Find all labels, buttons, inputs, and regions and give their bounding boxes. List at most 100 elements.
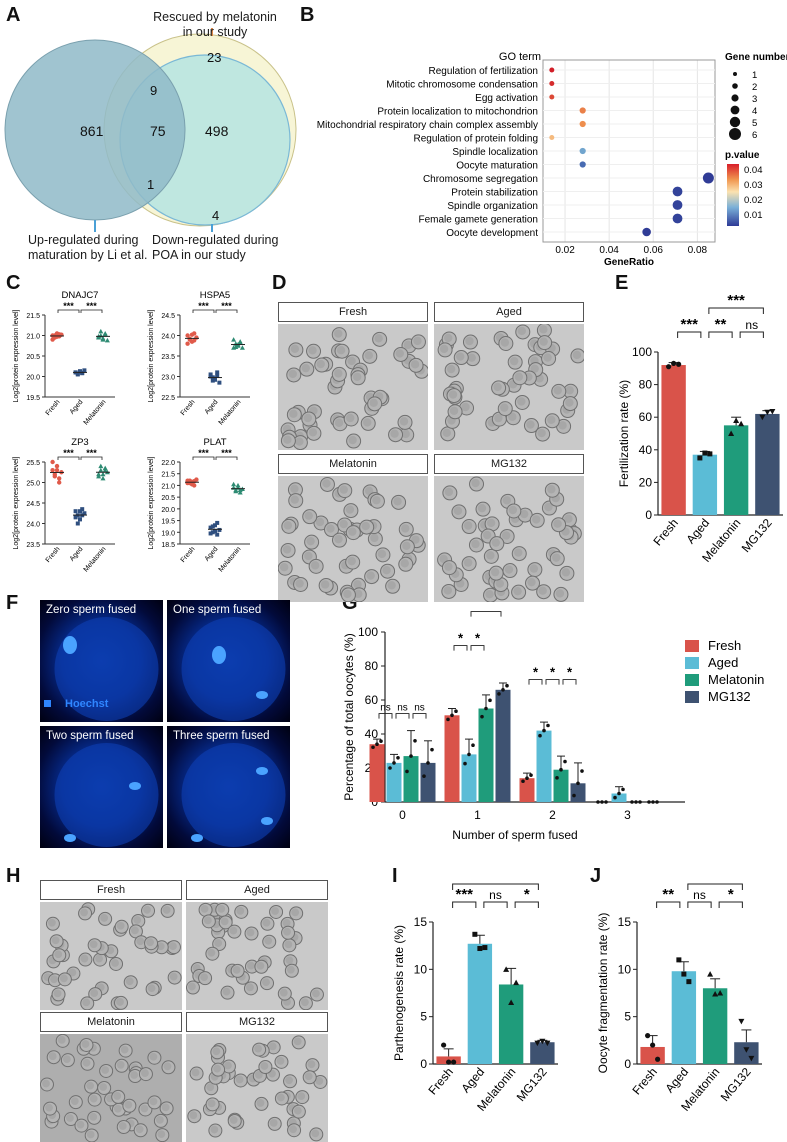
size-legend-label: 3 [752,94,757,105]
oocyte-cytoplasm [504,565,514,574]
x-tick-label: Fresh [650,516,680,549]
y-axis-label: Log2[protein expression level] [13,456,20,549]
sig-bracket [378,713,393,719]
oocyte-cytoplasm [162,906,171,914]
sig-bracket [483,901,508,908]
data-point [482,945,488,951]
size-legend-label: 6 [752,130,757,141]
y-tick-label: 24.0 [161,334,175,341]
sperm-nucleus [261,817,273,825]
x-tick-label: Melatonin [218,399,243,427]
go-term-label: Spindle localization [452,147,538,158]
oocyte-cytoplasm [297,1092,306,1100]
data-point [213,377,217,382]
data-point [451,1059,457,1065]
y-tick-label: 20.0 [161,507,175,514]
sig-label: *** [198,301,209,311]
data-point [525,776,529,780]
oocyte-cytoplasm [439,344,449,354]
sig-label: *** [727,292,745,309]
sperm-nucleus [256,691,268,699]
bar [461,754,477,802]
sig-bracket [412,713,427,719]
y-tick-label: 15 [414,915,428,929]
oocyte-cytoplasm [486,551,495,560]
hoechst-legend-swatch [44,700,51,707]
oocyte-cytoplasm [495,579,505,588]
oocyte-cytoplasm [169,942,177,951]
x-tick-label: Fresh [180,399,197,417]
fluorescence-micrograph: Two sperm fused [40,726,163,848]
oocyte-cytoplasm [303,413,313,423]
oocyte-cytoplasm [131,926,139,935]
sig-bracket [470,645,485,651]
oocyte-cytoplasm [310,561,320,570]
data-point [189,332,195,337]
oocyte-cytoplasm [400,559,409,568]
y-tick-label: 60 [365,693,379,707]
sig-label: *** [63,301,74,311]
go-dot [702,172,714,184]
go-dot [549,67,555,73]
oocyte-cytoplasm [572,350,582,360]
data-point [73,515,78,520]
x-tick-label: 0.02 [555,245,575,256]
bar [536,730,552,802]
oocyte-cytoplasm [465,336,474,346]
oocyte-cytoplasm [565,386,574,395]
data-point [728,430,735,436]
go-dot [579,161,586,168]
y-tick-label: 24.5 [161,313,175,320]
data-point [231,337,237,342]
y-tick-label: 10 [618,962,632,976]
oocyte-cytoplasm [482,530,492,540]
size-legend-dot [730,105,740,115]
oocyte-cytoplasm [411,535,420,544]
oocyte-cytoplasm [555,589,565,598]
sig-label: *** [86,301,97,311]
oocyte-cytoplasm [500,403,509,412]
data-point [621,787,625,792]
oocyte-cytoplasm [130,1071,139,1079]
oocyte-cytoplasm [539,337,548,346]
y-tick-label: 100 [358,625,378,639]
oocyte-cytoplasm [543,353,552,362]
oocyte-cytoplasm [374,334,383,343]
oocyte-cytoplasm [517,326,526,336]
oocyte-cytoplasm [352,372,362,381]
data-point [426,761,430,765]
data-point [488,698,492,703]
y-tick-label: 80 [639,378,653,392]
oocyte-cytoplasm [101,1066,110,1074]
data-point [529,773,533,777]
go-dot [642,227,651,237]
oocyte-cytoplasm [295,579,304,588]
oocyte-cytoplasm [372,496,381,505]
sig-bracket [80,309,103,313]
y-tick-label: 60 [639,410,653,424]
data-point [104,337,110,343]
data-point [712,990,719,997]
data-point [539,1038,546,1045]
oocyte-cytoplasm [393,497,402,506]
color-legend-tick: 0.03 [744,180,763,191]
data-point [409,754,413,758]
data-point [82,511,87,516]
sig-bracket [453,645,468,651]
oocyte-cytoplasm [526,420,535,429]
oocyte-cytoplasm [307,1060,316,1069]
legend-swatch [685,691,699,703]
data-point [98,328,104,334]
sig-label: * [475,631,481,646]
oocyte-cytoplasm [485,589,494,599]
data-point [75,371,80,376]
image-title: Aged [186,880,328,900]
oocyte-cytoplasm [316,359,325,369]
image-title: Melatonin [40,1012,182,1032]
fluorescence-micrograph: One sperm fused [167,600,290,722]
panel-label-h: H [6,865,21,887]
data-point [50,468,55,473]
venn-label-right: Down-regulated during POA in our study [152,233,279,262]
legend-label: Melatonin [708,672,764,687]
oocyte-cytoplasm [140,1104,149,1113]
